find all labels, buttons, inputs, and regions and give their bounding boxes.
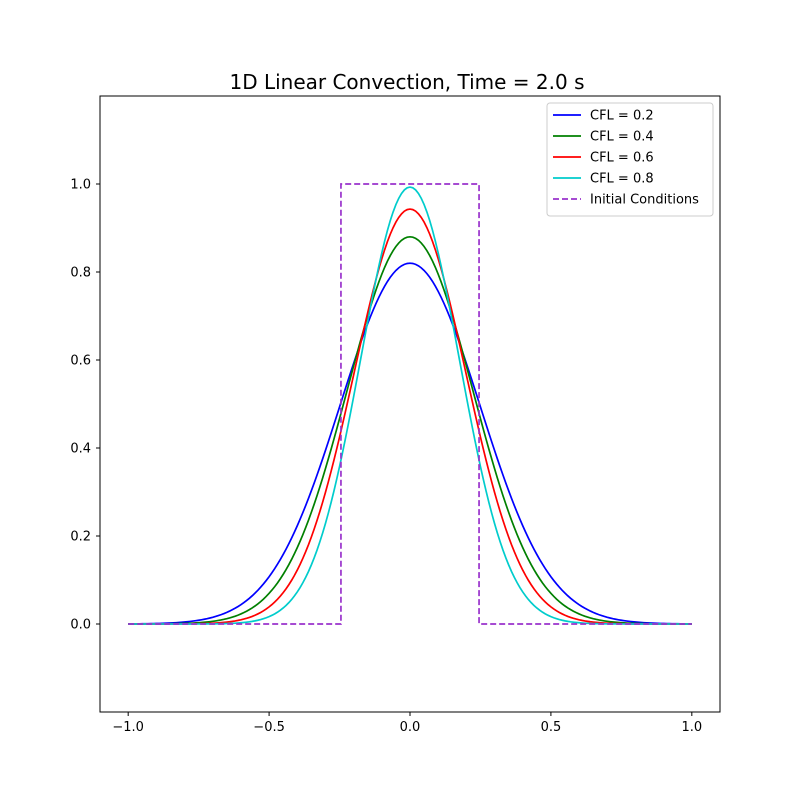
x-tick-label: 0.0 xyxy=(400,720,421,735)
x-tick-label: −0.5 xyxy=(253,720,285,735)
x-tick-label: −1.0 xyxy=(112,720,144,735)
y-tick-label: 1.0 xyxy=(70,178,91,193)
legend-box xyxy=(546,102,714,217)
x-tick-label: 1.0 xyxy=(681,720,702,735)
plot-lines xyxy=(128,183,692,625)
series-line-1 xyxy=(128,262,692,625)
y-axis: 0.0 0.2 0.4 0.6 0.8 1.0 xyxy=(70,178,100,633)
series-line-4 xyxy=(128,186,692,625)
y-tick-label: 0.4 xyxy=(70,442,91,457)
series-line-2 xyxy=(128,235,692,625)
legend-label: CFL = 0.2 xyxy=(590,109,654,124)
legend-label: CFL = 0.6 xyxy=(590,151,654,166)
x-tick-label: 0.5 xyxy=(541,720,562,735)
legend-label: Initial Conditions xyxy=(590,193,699,208)
y-tick-label: 0.6 xyxy=(70,354,91,369)
x-axis: −1.0 −0.5 0.0 0.5 1.0 xyxy=(112,712,702,735)
legend-label: CFL = 0.4 xyxy=(590,130,654,145)
y-tick-label: 0.8 xyxy=(70,266,91,281)
y-tick-label: 0.0 xyxy=(70,618,91,633)
legend: CFL = 0.2 CFL = 0.4 CFL = 0.6 CFL = 0.8 Init… xyxy=(546,102,714,217)
chart-title: 1D Linear Convection, Time = 2.0 s xyxy=(229,70,584,94)
y-tick-label: 0.2 xyxy=(70,530,91,545)
series-line-5 xyxy=(128,183,692,625)
series-line-3 xyxy=(128,208,692,625)
legend-label: CFL = 0.8 xyxy=(590,172,654,187)
